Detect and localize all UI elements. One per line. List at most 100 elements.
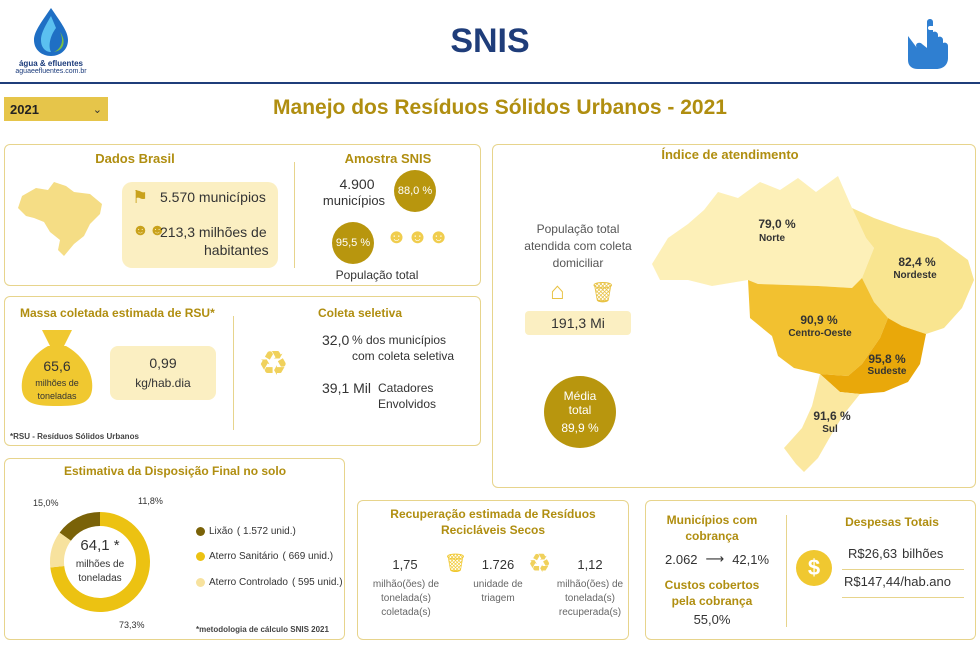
year-dropdown-value: 2021: [10, 101, 39, 117]
despesas-underline: [842, 569, 964, 570]
catadores-line2: Envolvidos: [378, 397, 437, 411]
sul-value: 91,6 %: [813, 409, 851, 423]
cobranca-divider: [786, 515, 787, 627]
habitantes-line2: habitantes: [204, 242, 269, 258]
donut-center-line2: toneladas: [78, 573, 122, 584]
panel-recuperacao: [357, 500, 629, 640]
trash-can-icon: 🗑: [444, 553, 467, 573]
map-pin-icon: ⚑: [132, 187, 149, 207]
massa-divider: [233, 316, 234, 430]
per-capita-box: [110, 346, 216, 400]
navigate-button[interactable]: [902, 14, 956, 70]
donut-slice-aterro-controlado: [50, 532, 71, 568]
col2-line1: unidade de: [473, 579, 523, 590]
media-circle: Média total 89,9 %: [544, 376, 616, 448]
despesas-total-row: R$26,63 bilhões: [848, 546, 943, 561]
municipios-count: 5.570 municípios: [160, 189, 266, 205]
app-title: SNIS: [450, 22, 530, 60]
cobranca-title-line2: cobrança: [685, 529, 739, 543]
cobranca-pct: 42,1%: [732, 551, 770, 567]
catadores-line1: Catadores: [378, 381, 434, 395]
nordeste-label: Nordeste: [893, 270, 937, 281]
pop-line2: atendida com coleta: [524, 239, 632, 253]
despesas-underline-2: [842, 597, 964, 598]
legend-detail: ( 669 unid.): [282, 551, 334, 562]
despesas-total-value: R$26,63: [848, 546, 898, 561]
legend-item-sanitario: Aterro Sanitário ( 669 unid.): [196, 551, 333, 562]
region-centro-oeste: [748, 278, 888, 376]
dados-divider: [294, 162, 295, 268]
brazil-regions-map: [652, 176, 974, 472]
coleta-title: Coleta seletiva: [317, 306, 403, 320]
chevron-down-icon: ⌄: [92, 103, 102, 116]
donut-slice-lix-o: [59, 512, 100, 541]
region-sul: [784, 374, 860, 472]
donut-center-line1: milhões de: [75, 559, 125, 570]
amostra-populacao-pct: 95,5 %: [332, 222, 374, 264]
page-title: Manejo dos Resíduos Sólidos Urbanos - 20…: [273, 96, 727, 119]
legend-item-lixao: Lixão ( 1.572 unid.): [196, 526, 296, 537]
sul-label: Sul: [822, 424, 838, 435]
centro-oeste-label: Centro-Oeste: [788, 328, 852, 339]
legend-detail: ( 595 unid.): [291, 577, 343, 588]
disposicao-footnote: *metodologia de cálculo SNIS 2021: [196, 625, 329, 634]
amostra-populacao-label: População total: [335, 268, 419, 282]
money-stack-icon: $: [796, 550, 832, 586]
col1-value: 1,75: [392, 557, 418, 572]
group-people-icon: ☻☻☻: [386, 226, 450, 248]
pop-value: 191,3 Mi: [525, 311, 631, 335]
water-drop-logo-icon: [34, 8, 68, 56]
col2-line2: triagem: [481, 593, 515, 604]
lixao-pct-label: 15,0%: [33, 498, 59, 508]
habitantes-line1: 213,3 milhões de: [160, 224, 267, 240]
massa-value: 65,6: [43, 358, 71, 374]
coleta-pct-line2: com coleta seletiva: [352, 349, 455, 363]
region-nordeste: [852, 208, 974, 334]
col3-line1: milhão(ões) de: [556, 579, 624, 590]
header-divider: [0, 82, 980, 84]
legend-item-controlado: Aterro Controlado ( 595 unid.): [196, 577, 343, 588]
per-capita-value: 0,99: [149, 355, 177, 371]
dados-brasil-title: Dados Brasil: [95, 151, 175, 166]
dados-brasil-box: [122, 182, 278, 268]
norte-label: Norte: [758, 233, 786, 244]
despesas-total-unit: bilhões: [902, 546, 944, 561]
hand-pointer-arrow-icon: [908, 19, 952, 69]
col1-line2: tonelada(s): [380, 593, 432, 604]
legend-label: Lixão: [209, 526, 233, 537]
centro-oeste-value: 90,9 %: [800, 313, 838, 327]
indice-title: Índice de atendimento: [661, 147, 799, 162]
money-bag-icon: [21, 330, 93, 406]
norte-value: 79,0 %: [758, 217, 796, 231]
massa-title: Massa coletada estimada de RSU*: [20, 306, 215, 320]
col3-line2: tonelada(s): [564, 593, 616, 604]
cobranca-title-line1: Municípios com: [666, 513, 758, 527]
recycle-icon: ♻: [258, 345, 289, 383]
custos-line2: pela cobrança: [671, 594, 753, 608]
disposicao-donut-chart: [50, 512, 150, 612]
year-dropdown[interactable]: 2021 ⌄: [4, 97, 108, 121]
sudeste-value: 95,8 %: [868, 352, 906, 366]
legend-label: Aterro Controlado: [209, 577, 288, 588]
legend-label: Aterro Sanitário: [209, 551, 279, 562]
custos-line1: Custos cobertos: [664, 578, 760, 592]
legend-detail: ( 1.572 unid.): [236, 526, 296, 537]
despesas-title: Despesas Totais: [845, 515, 939, 529]
brazil-map-small-icon: [18, 182, 102, 256]
region-sudeste: [820, 318, 926, 394]
logo-url: aguaeefluentes.com.br: [15, 68, 87, 75]
media-value: 89,9 %: [561, 421, 599, 435]
despesas-perhab-unit: /hab.ano: [900, 574, 951, 589]
massa-unit-line2: toneladas: [37, 391, 77, 401]
logo: água & efluentes aguaeefluentes.com.br: [10, 6, 92, 80]
people-icon: ☻☻: [132, 222, 166, 239]
col3-line3: recuperada(s): [558, 607, 622, 618]
coleta-pct-line1: % dos municípios: [352, 333, 447, 347]
logo-name: água & efluentes: [18, 59, 83, 68]
amostra-municipios-label: municípios: [322, 193, 386, 208]
arrow-right-icon: ⟶: [705, 551, 725, 566]
amostra-municipios-pct: 88,0 %: [394, 170, 436, 212]
legend-dot: [196, 527, 205, 536]
legend-dot: [196, 578, 205, 587]
col1-line3: coletada(s): [381, 607, 431, 618]
